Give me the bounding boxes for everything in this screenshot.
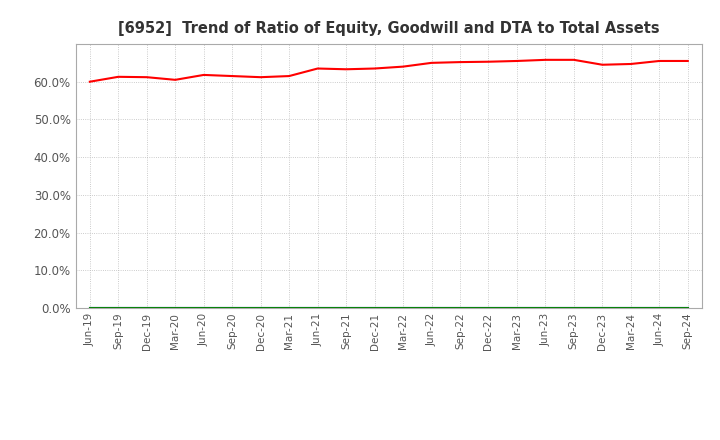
Equity [342,66,351,72]
Equity [285,73,294,79]
Goodwill [313,305,322,311]
Goodwill [484,305,492,311]
Deferred Tax Assets [541,305,550,311]
Deferred Tax Assets [342,305,351,311]
Equity [626,61,635,66]
Deferred Tax Assets [199,305,208,311]
Goodwill [399,305,408,311]
Deferred Tax Assets [86,305,94,311]
Deferred Tax Assets [427,305,436,311]
Deferred Tax Assets [456,305,464,311]
Equity [427,60,436,66]
Equity [598,62,607,67]
Equity [171,77,179,82]
Goodwill [199,305,208,311]
Deferred Tax Assets [285,305,294,311]
Goodwill [570,305,578,311]
Goodwill [626,305,635,311]
Goodwill [427,305,436,311]
Equity [655,59,664,64]
Deferred Tax Assets [655,305,664,311]
Equity [683,59,692,64]
Deferred Tax Assets [143,305,151,311]
Deferred Tax Assets [256,305,265,311]
Goodwill [171,305,179,311]
Deferred Tax Assets [399,305,408,311]
Goodwill [86,305,94,311]
Line: Equity: Equity [90,60,688,82]
Deferred Tax Assets [313,305,322,311]
Deferred Tax Assets [626,305,635,311]
Equity [256,74,265,80]
Equity [370,66,379,71]
Goodwill [598,305,607,311]
Deferred Tax Assets [114,305,122,311]
Equity [399,64,408,69]
Equity [199,72,208,77]
Goodwill [256,305,265,311]
Equity [313,66,322,71]
Deferred Tax Assets [484,305,492,311]
Equity [143,74,151,80]
Goodwill [228,305,236,311]
Goodwill [513,305,521,311]
Equity [541,57,550,62]
Title: [6952]  Trend of Ratio of Equity, Goodwill and DTA to Total Assets: [6952] Trend of Ratio of Equity, Goodwil… [118,21,660,36]
Goodwill [370,305,379,311]
Deferred Tax Assets [570,305,578,311]
Equity [228,73,236,79]
Deferred Tax Assets [683,305,692,311]
Goodwill [342,305,351,311]
Deferred Tax Assets [228,305,236,311]
Equity [570,57,578,62]
Goodwill [456,305,464,311]
Deferred Tax Assets [598,305,607,311]
Goodwill [683,305,692,311]
Goodwill [285,305,294,311]
Equity [86,79,94,84]
Deferred Tax Assets [370,305,379,311]
Deferred Tax Assets [513,305,521,311]
Equity [484,59,492,64]
Equity [114,74,122,80]
Goodwill [114,305,122,311]
Goodwill [541,305,550,311]
Equity [456,59,464,65]
Goodwill [655,305,664,311]
Goodwill [143,305,151,311]
Deferred Tax Assets [171,305,179,311]
Equity [513,59,521,64]
